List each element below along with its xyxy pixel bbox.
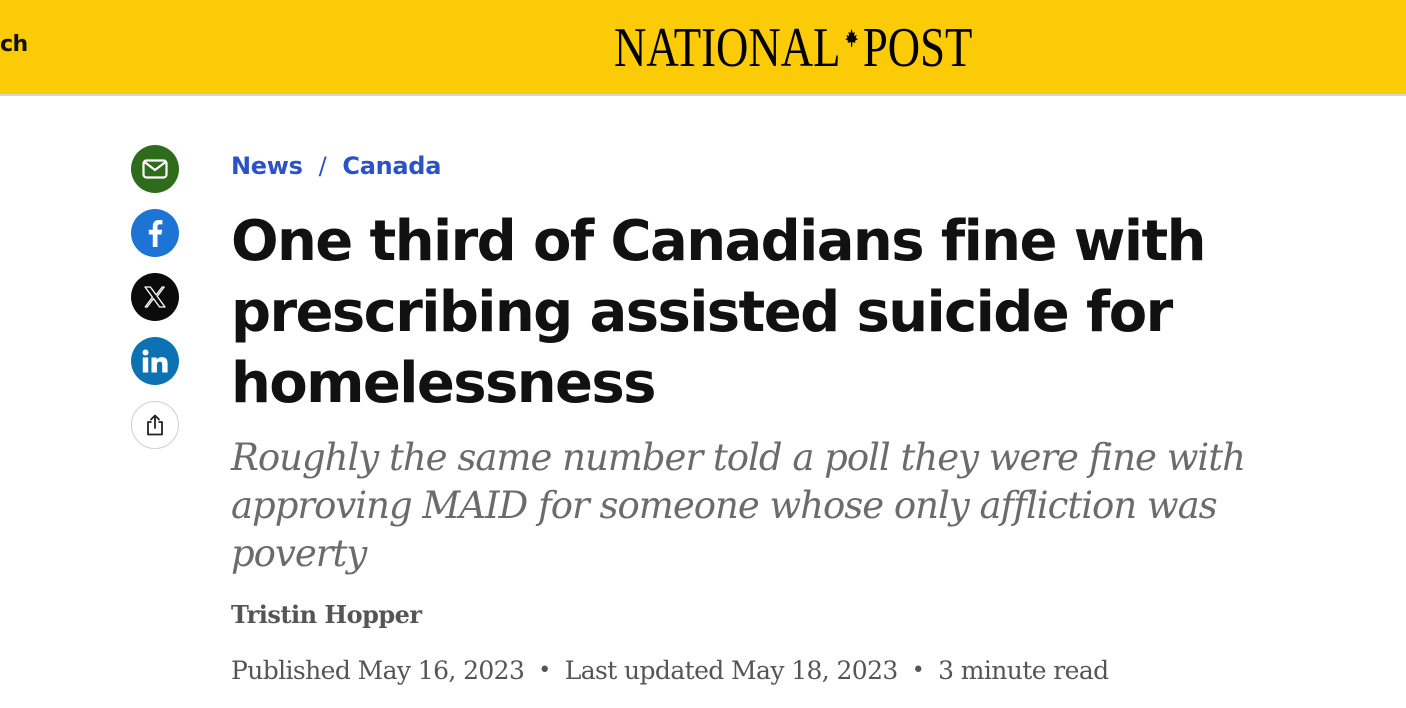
breadcrumb: News / Canada (231, 152, 441, 180)
meta-separator: • (538, 658, 551, 683)
nav-link-fragment[interactable]: ch (0, 32, 28, 57)
x-icon (144, 286, 166, 308)
share-x-button[interactable] (131, 273, 179, 321)
share-facebook-button[interactable] (131, 209, 179, 257)
article-headline: One third of Canadians fine with prescri… (231, 209, 1206, 416)
share-icon (147, 414, 163, 436)
site-header: ch NATIONAL POST (0, 0, 1406, 96)
logo-text-post: POST (862, 17, 973, 79)
read-time: 3 minute read (938, 656, 1109, 685)
maple-leaf-icon (845, 29, 859, 47)
national-post-logo[interactable]: NATIONAL POST (614, 18, 972, 78)
published-date: Published May 16, 2023 (231, 656, 525, 685)
envelope-icon (142, 159, 168, 179)
breadcrumb-separator: / (318, 152, 327, 180)
author-name[interactable]: Tristin Hopper (231, 600, 422, 629)
share-email-button[interactable] (131, 145, 179, 193)
facebook-icon (148, 220, 163, 247)
linkedin-icon (142, 349, 168, 373)
breadcrumb-link-canada[interactable]: Canada (342, 152, 442, 180)
article-meta: Published May 16, 2023 • Last updated Ma… (231, 656, 1109, 685)
share-more-button[interactable] (131, 401, 179, 449)
meta-separator: • (911, 658, 925, 683)
article-subheadline: Roughly the same number told a poll they… (231, 436, 1246, 575)
share-toolbar (131, 145, 179, 465)
updated-date: Last updated May 18, 2023 (564, 656, 899, 685)
share-linkedin-button[interactable] (131, 337, 179, 385)
logo-text-national: NATIONAL (614, 17, 841, 79)
breadcrumb-link-news[interactable]: News (231, 152, 303, 180)
